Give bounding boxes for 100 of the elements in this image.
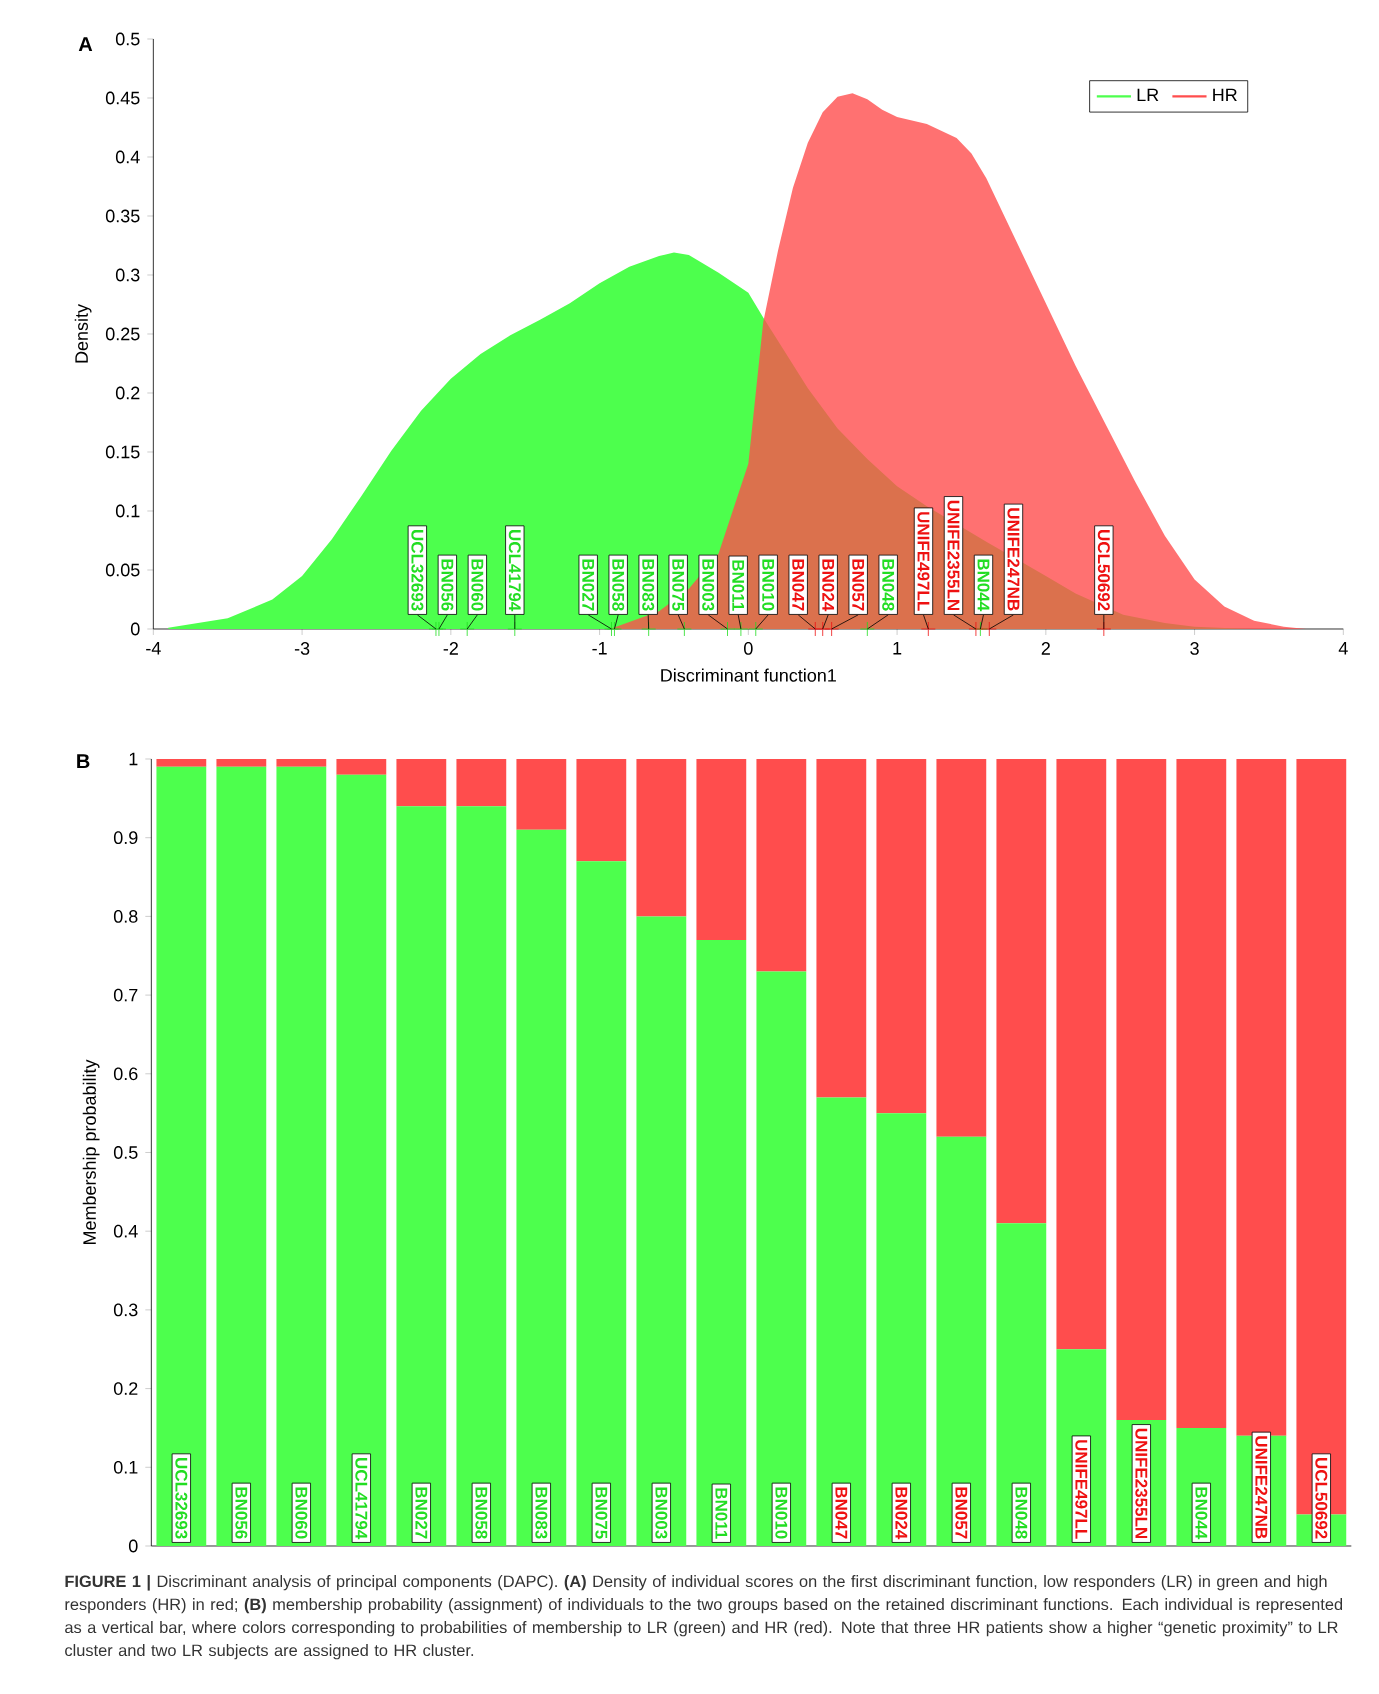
y-tick-label: 0.1 <box>115 504 140 518</box>
legend-label: HR <box>1213 88 1237 102</box>
y-tick-label: 0.5 <box>113 1146 138 1159</box>
bar <box>1176 759 1227 1428</box>
y-tick-label: 0.15 <box>105 445 140 459</box>
x-tick-label: BN027 <box>415 1487 428 1539</box>
y-axis-title: Density <box>74 304 92 363</box>
y-tick-label: 0.45 <box>105 91 140 105</box>
bar <box>1056 759 1107 1350</box>
bar <box>636 759 687 917</box>
annotation: BN011 <box>732 560 745 611</box>
legend-label: LR <box>1137 88 1159 102</box>
bar <box>516 829 567 1546</box>
x-tick-label: BN003 <box>655 1487 668 1539</box>
y-tick-label: 0.3 <box>113 1303 138 1317</box>
bar <box>276 759 327 767</box>
x-tick-label: -2 <box>443 642 458 655</box>
y-tick-label: 0.05 <box>105 563 140 577</box>
annotation: BN027 <box>582 559 595 611</box>
annotation: BN003 <box>702 559 715 611</box>
y-tick-label: 0.8 <box>113 910 138 923</box>
annotation: BN083 <box>642 559 655 611</box>
x-tick-label: BN056 <box>235 1487 248 1539</box>
bar <box>696 940 747 1546</box>
bar <box>216 759 267 767</box>
bar <box>1236 759 1287 1436</box>
annotation: BN047 <box>792 559 805 611</box>
bar <box>516 759 567 830</box>
bar <box>456 806 507 1546</box>
bar <box>816 759 867 1098</box>
bar <box>1116 759 1167 1421</box>
x-tick-label: BN011 <box>715 1488 728 1539</box>
x-tick-label: BN057 <box>955 1487 968 1539</box>
text: B <box>77 754 90 769</box>
annotation: BN010 <box>762 559 775 611</box>
bar <box>276 766 327 1546</box>
x-tick-label: BN083 <box>535 1487 548 1539</box>
bar <box>876 759 927 1114</box>
y-tick-label: 0.25 <box>105 327 140 341</box>
x-tick-label: 2 <box>1041 642 1050 655</box>
x-tick-label: BN058 <box>475 1487 488 1539</box>
x-tick-label: UCL32693 <box>175 1458 188 1539</box>
bar <box>816 1097 867 1546</box>
y-tick-label: 1 <box>129 752 138 766</box>
y-axis-title: Membership probability <box>82 1059 100 1245</box>
annotation: BN060 <box>471 559 484 611</box>
bar <box>696 759 747 941</box>
x-tick-label: BN024 <box>895 1487 908 1540</box>
x-tick-label: UNIFE497LL <box>1075 1440 1088 1539</box>
x-tick-label: 0 <box>743 642 753 655</box>
x-tick-label: -1 <box>592 642 607 655</box>
annotation: BN058 <box>612 559 625 611</box>
bar <box>456 759 507 807</box>
text: FIGURE 1 | Discriminant analysis of principal components (DAPC). (A) Density of individual scores on the first discriminant function, low responders (LR) in green and high responders (HR) in red; (B) membership probability (assignment) of individuals to the two groups based on the retained discriminant functions. Each individual is represented as a vertical bar, where colors corresponding to probabilities of membership to LR (green) and HR (red). Note that three HR patients show a higher “genetic proximity” to LR cluster and two LR subjects are assigned to HR cluster. <box>64 1575 1342 1660</box>
bar <box>396 806 447 1546</box>
bar <box>156 759 207 767</box>
x-tick-label: -4 <box>146 642 161 655</box>
y-tick-label: 0.3 <box>115 268 140 282</box>
annotation: BN056 <box>441 559 454 611</box>
bar <box>936 1136 987 1546</box>
x-tick-label: 4 <box>1338 642 1348 655</box>
x-tick-label: UCL41794 <box>355 1458 368 1540</box>
y-tick-label: 0.1 <box>113 1460 138 1474</box>
bar <box>216 766 267 1546</box>
x-tick-label: 1 <box>893 642 902 655</box>
x-tick-label: UCL50692 <box>1315 1458 1328 1539</box>
annotation: BN057 <box>852 559 865 611</box>
y-tick-label: 0 <box>130 622 140 636</box>
y-tick-label: 0.2 <box>115 386 140 400</box>
bar <box>576 861 627 1546</box>
bar <box>756 759 807 972</box>
x-tick-label: -3 <box>294 642 310 655</box>
text: A <box>78 37 93 51</box>
x-tick-label: BN048 <box>1015 1487 1028 1539</box>
y-tick-label: 0.4 <box>115 150 140 164</box>
x-tick-label: UNIFE2355LN <box>1135 1428 1148 1539</box>
bar <box>756 971 807 1546</box>
y-tick-label: 0.9 <box>113 831 138 845</box>
bar <box>876 1113 927 1546</box>
x-tick-label: BN075 <box>595 1487 608 1539</box>
annotation: BN075 <box>672 559 685 611</box>
x-tick-label: UNIFE247NB <box>1255 1436 1268 1539</box>
y-tick-label: 0 <box>128 1539 138 1553</box>
annotation: BN024 <box>822 559 835 612</box>
x-tick-label: BN010 <box>775 1487 788 1539</box>
bar <box>156 766 207 1546</box>
bar <box>336 774 387 1546</box>
bar <box>636 916 687 1546</box>
bar <box>936 759 987 1137</box>
y-tick-label: 0.5 <box>115 32 140 46</box>
y-tick-label: 0.35 <box>105 209 140 223</box>
x-tick-label: BN060 <box>295 1487 308 1539</box>
x-axis-title: Discriminant function1 <box>661 668 836 682</box>
bar <box>396 759 447 807</box>
y-tick-label: 0.4 <box>113 1224 138 1238</box>
bar <box>576 759 627 862</box>
y-tick-label: 0.2 <box>113 1382 138 1395</box>
bar <box>336 759 387 775</box>
y-tick-label: 0.7 <box>113 988 138 1002</box>
y-tick-label: 0.6 <box>113 1067 138 1081</box>
